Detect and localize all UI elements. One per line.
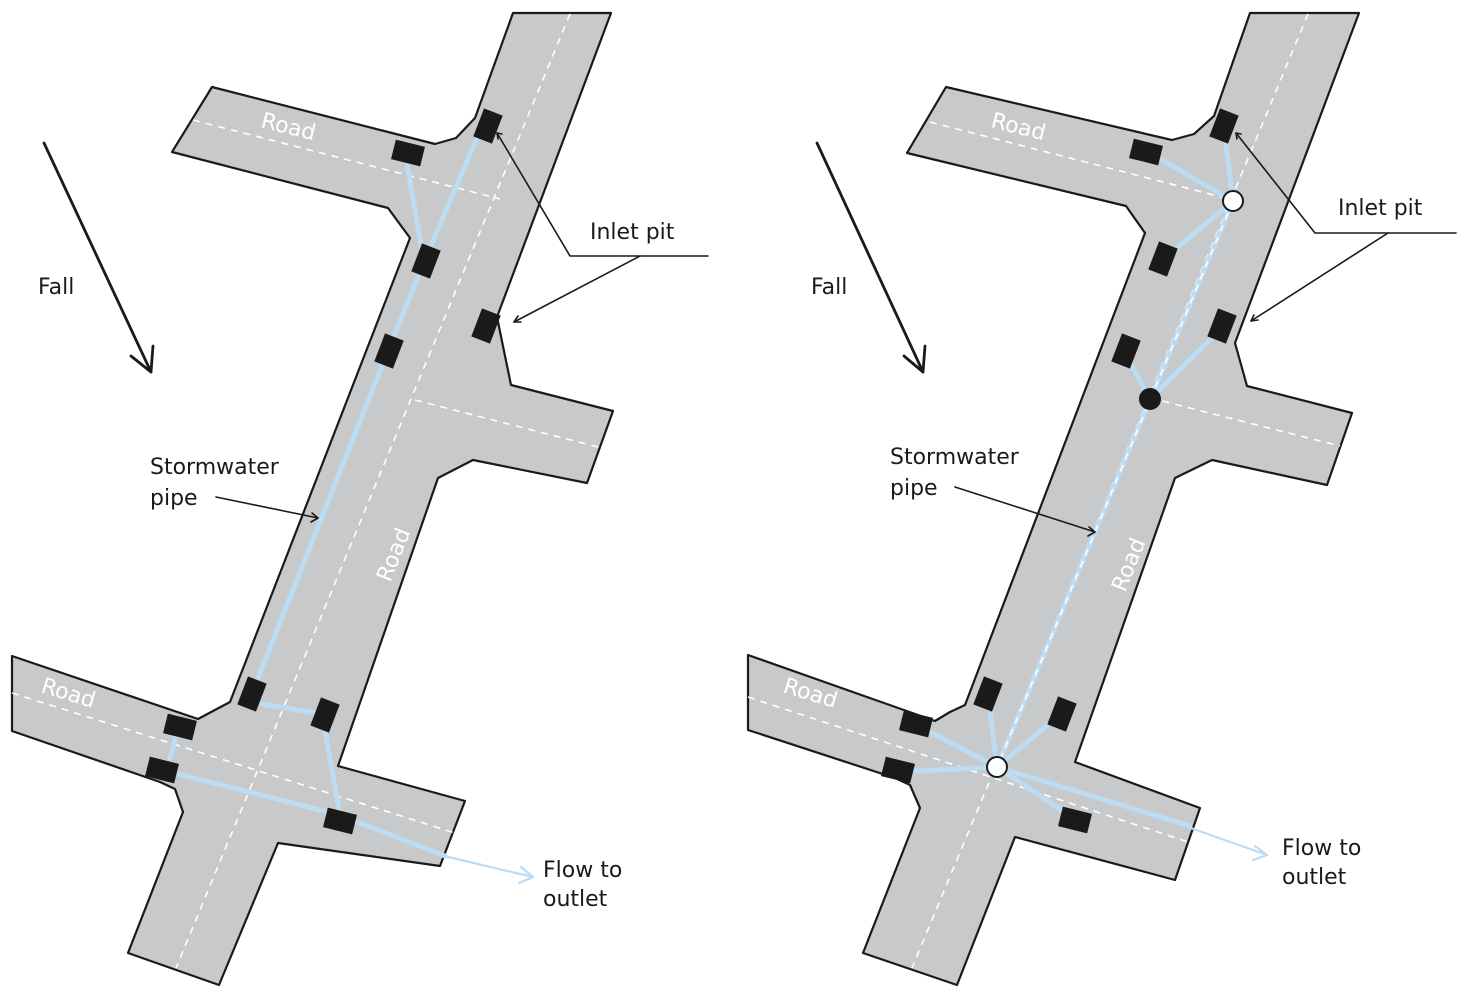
inlet-pit (881, 756, 915, 784)
panel-right: Fall Inlet pit Stormwater pipe Flow to o… (746, 11, 1457, 987)
inlet-pit (1209, 108, 1239, 144)
pipe-leader (954, 486, 1096, 537)
flow-arrow (1183, 824, 1269, 862)
pipe-label-line1: Stormwater (890, 445, 1020, 470)
inlet-pit (237, 676, 267, 712)
inlet-pit (1111, 333, 1141, 369)
inlet-pit (1129, 138, 1163, 166)
pipe-leader (215, 496, 319, 523)
fall-arrow (815, 141, 927, 374)
flow-arrow (438, 853, 535, 885)
inlet-pit-label: Inlet pit (1338, 196, 1423, 221)
flow-label-line2: outlet (543, 887, 608, 912)
pipe-label-line2: pipe (150, 486, 198, 511)
flow-label-line1: Flow to (1282, 836, 1361, 861)
inlet-pit-leaders (1235, 132, 1457, 322)
inlet-pit (473, 108, 503, 144)
pipe-label-line2: pipe (890, 476, 938, 501)
inlet-pit (471, 308, 501, 344)
panel-left: Fall Inlet pit Stormwater pipe Flow to o… (10, 11, 709, 987)
inlet-pit (411, 243, 441, 279)
inlet-pit (899, 710, 933, 738)
flow-label-line1: Flow to (543, 858, 622, 883)
manhole-open (1222, 190, 1244, 212)
inlet-pit (374, 333, 404, 369)
fall-label: Fall (38, 275, 74, 300)
inlet-pit (973, 676, 1003, 712)
manhole-open (986, 756, 1008, 778)
inlet-pits (881, 108, 1239, 834)
inlet-pits (145, 108, 503, 835)
inlet-pit (1148, 241, 1178, 277)
road-centerlines (747, 13, 1341, 969)
fall-arrow (42, 141, 155, 374)
road-network (10, 11, 615, 987)
inlet-pit (163, 713, 197, 741)
inlet-pit (323, 807, 357, 835)
inlet-pit (1058, 806, 1092, 834)
inlet-pit-label: Inlet pit (590, 220, 675, 245)
road-centerlines (11, 13, 603, 969)
road-network (746, 11, 1361, 987)
inlet-pit (145, 756, 179, 784)
flow-label-line2: outlet (1282, 865, 1347, 890)
inlet-pit (310, 697, 340, 733)
inlet-pit (1207, 308, 1237, 344)
inlet-pit-leaders (496, 132, 709, 323)
inlet-pit (1047, 696, 1077, 732)
inlet-pit (391, 139, 425, 167)
manhole-filled (1139, 388, 1161, 410)
pipe-label-line1: Stormwater (150, 455, 280, 480)
fall-label: Fall (811, 275, 847, 300)
